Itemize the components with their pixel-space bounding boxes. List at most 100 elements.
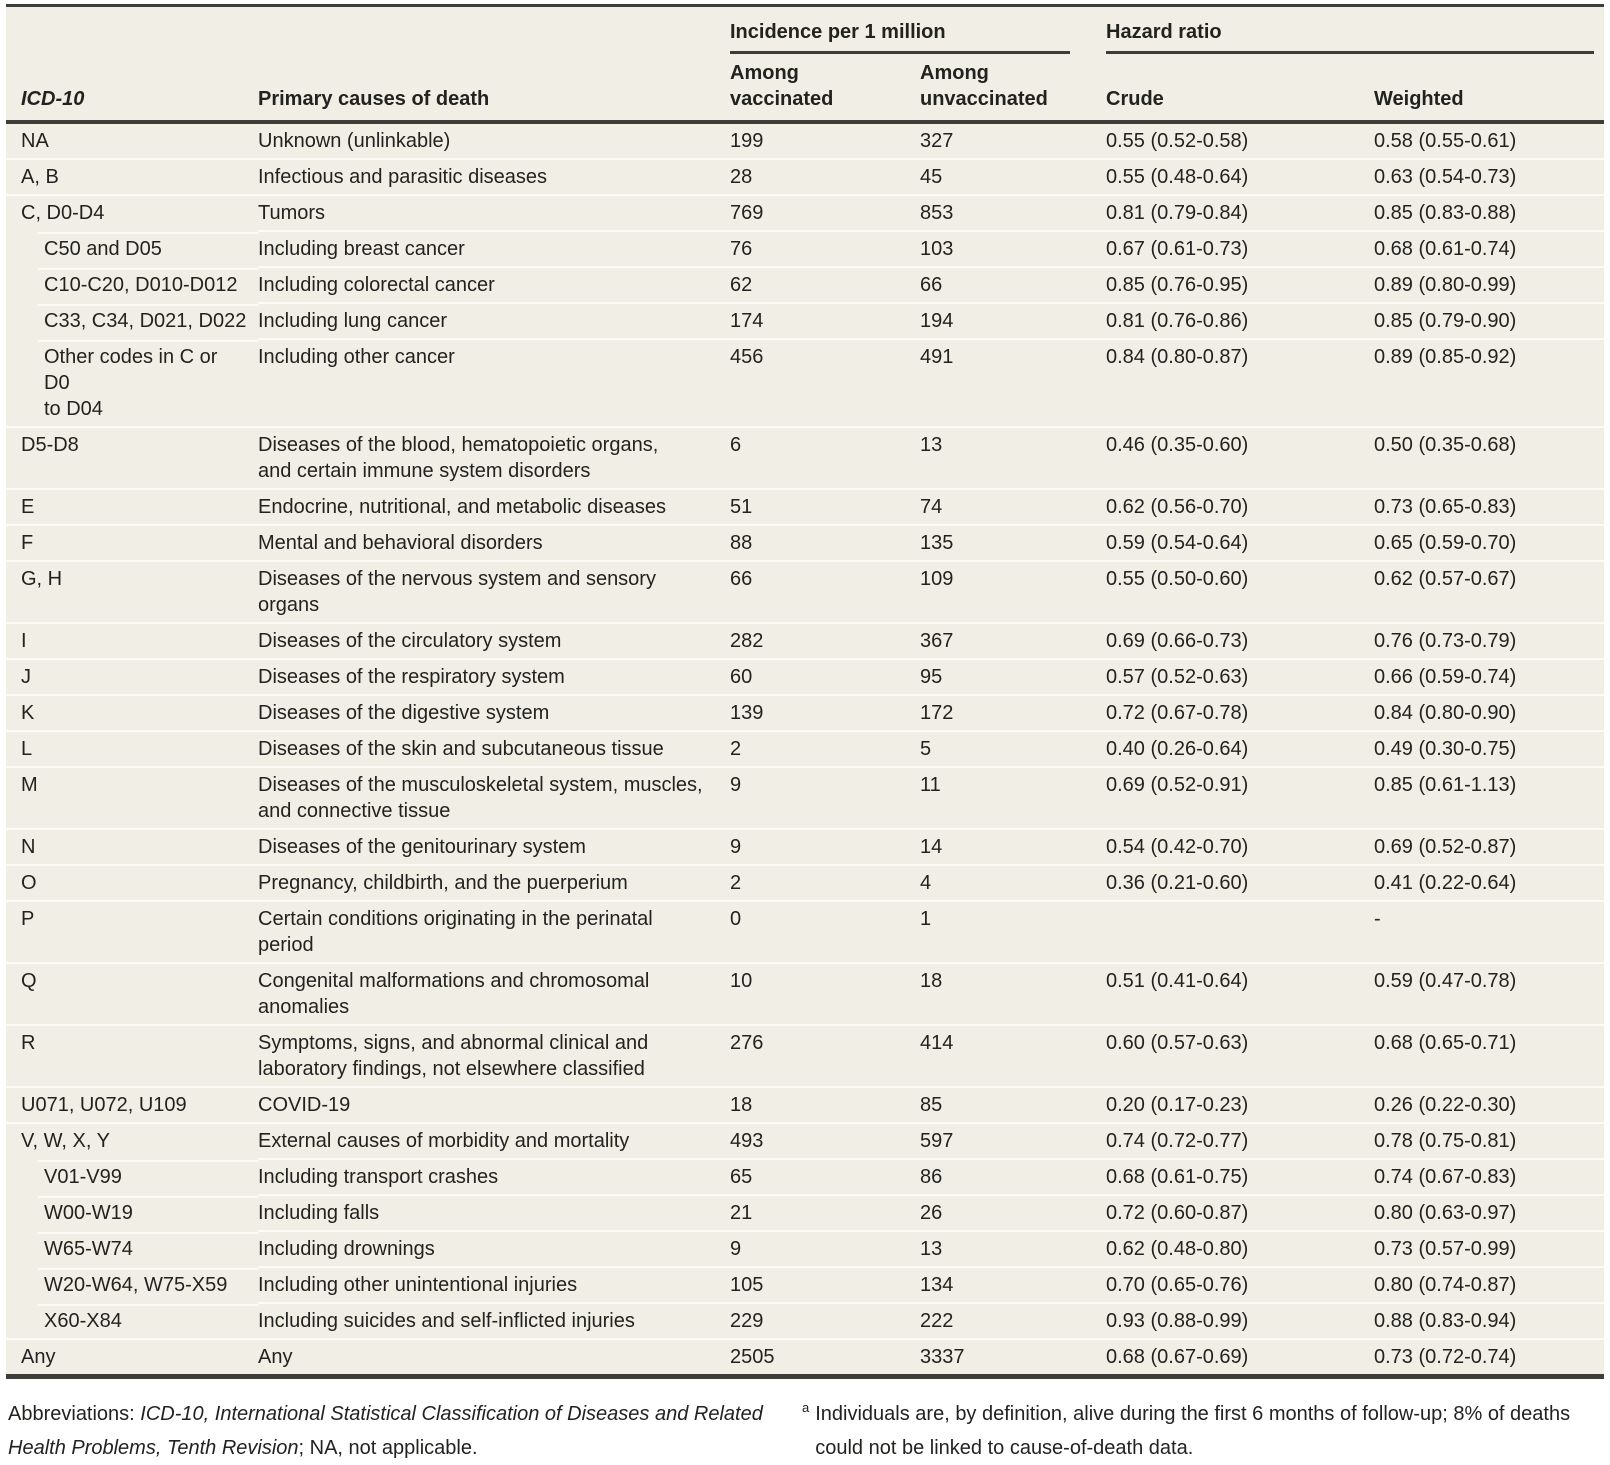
- cause-of-death-cell: Diseases of the musculoskeletal system, …: [258, 766, 730, 829]
- icd-code-cell: C, D0-D4: [6, 194, 258, 231]
- unvaccinated-incidence-cell: 134: [920, 1266, 1106, 1303]
- table-row: X60-X84 Including suicides and self-infl…: [6, 1302, 1604, 1339]
- unvaccinated-incidence-cell: 109: [920, 560, 1106, 623]
- weighted-hazard-ratio-cell: 0.89 (0.85-0.92): [1374, 338, 1604, 427]
- vaccinated-incidence-cell: 276: [730, 1024, 920, 1087]
- weighted-hazard-ratio-cell: 0.76 (0.73-0.79): [1374, 622, 1604, 659]
- table-row: L Diseases of the skin and subcutaneous …: [6, 730, 1604, 767]
- column-header-vaccinated: Among vaccinated: [730, 54, 920, 124]
- table-header: Incidence per 1 million Hazard ratio ICD…: [6, 6, 1604, 124]
- weighted-hazard-ratio-cell: 0.58 (0.55-0.61): [1374, 121, 1604, 159]
- weighted-hazard-ratio-cell: 0.68 (0.61-0.74): [1374, 230, 1604, 267]
- footnote-a-marker: a: [802, 1400, 810, 1415]
- table-row: W00-W19 Including falls 21 26 0.72 (0.60…: [6, 1194, 1604, 1231]
- table-row: C33, C34, D021, D022 Including lung canc…: [6, 302, 1604, 339]
- crude-hazard-ratio-cell: 0.68 (0.61-0.75): [1106, 1158, 1374, 1195]
- vaccinated-incidence-cell: 10: [730, 962, 920, 1025]
- crude-hazard-ratio-cell: 0.20 (0.17-0.23): [1106, 1086, 1374, 1123]
- crude-hazard-ratio-cell: 0.59 (0.54-0.64): [1106, 524, 1374, 561]
- vaccinated-incidence-cell: 493: [730, 1122, 920, 1159]
- icd-code-cell: I: [6, 622, 258, 659]
- icd-code-cell: E: [6, 488, 258, 525]
- icd-code-cell: K: [6, 694, 258, 731]
- cause-of-death-cell: Diseases of the nervous system and senso…: [258, 560, 730, 623]
- unvaccinated-incidence-cell: 45: [920, 158, 1106, 195]
- icd-code-cell: W20-W64, W75-X59: [6, 1267, 258, 1303]
- crude-hazard-ratio-cell: 0.36 (0.21-0.60): [1106, 864, 1374, 901]
- weighted-hazard-ratio-cell: 0.62 (0.57-0.67): [1374, 560, 1604, 623]
- vaccinated-incidence-cell: 105: [730, 1266, 920, 1303]
- vaccinated-incidence-cell: 6: [730, 426, 920, 489]
- icd-code-cell: N: [6, 828, 258, 865]
- cause-of-death-cell: Including colorectal cancer: [258, 266, 730, 303]
- weighted-hazard-ratio-cell: -: [1374, 900, 1604, 963]
- icd-code-cell: C10-C20, D010-D012: [6, 267, 258, 303]
- cause-of-death-cell: Endocrine, nutritional, and metabolic di…: [258, 488, 730, 525]
- weighted-hazard-ratio-cell: 0.85 (0.83-0.88): [1374, 194, 1604, 231]
- cause-of-death-cell: Including lung cancer: [258, 302, 730, 339]
- cause-of-death-cell: Unknown (unlinkable): [258, 121, 730, 159]
- vaccinated-incidence-cell: 9: [730, 828, 920, 865]
- vaccinated-incidence-cell: 88: [730, 524, 920, 561]
- icd-code-cell: X60-X84: [6, 1303, 258, 1339]
- unvaccinated-incidence-cell: 74: [920, 488, 1106, 525]
- crude-hazard-ratio-cell: 0.46 (0.35-0.60): [1106, 426, 1374, 489]
- cause-of-death-cell: Diseases of the digestive system: [258, 694, 730, 731]
- cause-of-death-cell: External causes of morbidity and mortali…: [258, 1122, 730, 1159]
- weighted-hazard-ratio-cell: 0.65 (0.59-0.70): [1374, 524, 1604, 561]
- cause-of-death-cell: Including other unintentional injuries: [258, 1266, 730, 1303]
- table-row: C50 and D05 Including breast cancer 76 1…: [6, 230, 1604, 267]
- group-header-spacer: [6, 6, 730, 55]
- table-row: W65-W74 Including drownings 9 13 0.62 (0…: [6, 1230, 1604, 1267]
- crude-hazard-ratio-cell: 0.68 (0.67-0.69): [1106, 1338, 1374, 1377]
- weighted-hazard-ratio-cell: 0.88 (0.83-0.94): [1374, 1302, 1604, 1339]
- vaccinated-incidence-cell: 76: [730, 230, 920, 267]
- weighted-hazard-ratio-cell: 0.78 (0.75-0.81): [1374, 1122, 1604, 1159]
- unvaccinated-incidence-cell: 26: [920, 1194, 1106, 1231]
- crude-hazard-ratio-cell: 0.72 (0.60-0.87): [1106, 1194, 1374, 1231]
- icd-code-cell: O: [6, 864, 258, 901]
- cause-of-death-cell: COVID-19: [258, 1086, 730, 1123]
- vaccinated-incidence-cell: 28: [730, 158, 920, 195]
- icd-code-cell: D5-D8: [6, 426, 258, 489]
- weighted-hazard-ratio-cell: 0.89 (0.80-0.99): [1374, 266, 1604, 303]
- column-header-crude: Crude: [1106, 54, 1374, 124]
- table-row: A, B Infectious and parasitic diseases 2…: [6, 158, 1604, 195]
- unvaccinated-incidence-cell: 14: [920, 828, 1106, 865]
- vaccinated-incidence-cell: 66: [730, 560, 920, 623]
- vaccinated-incidence-cell: 51: [730, 488, 920, 525]
- crude-hazard-ratio-cell: 0.60 (0.57-0.63): [1106, 1024, 1374, 1087]
- unvaccinated-incidence-cell: 222: [920, 1302, 1106, 1339]
- crude-hazard-ratio-cell: 0.62 (0.56-0.70): [1106, 488, 1374, 525]
- weighted-hazard-ratio-cell: 0.85 (0.61-1.13): [1374, 766, 1604, 829]
- icd-code-cell: U071, U072, U109: [6, 1086, 258, 1123]
- mortality-table: Incidence per 1 million Hazard ratio ICD…: [6, 4, 1604, 1379]
- group-header-hazard: Hazard ratio: [1106, 6, 1604, 54]
- icd-code-cell: A, B: [6, 158, 258, 195]
- cause-of-death-cell: Including breast cancer: [258, 230, 730, 267]
- unvaccinated-incidence-cell: 11: [920, 766, 1106, 829]
- crude-hazard-ratio-cell: 0.55 (0.50-0.60): [1106, 560, 1374, 623]
- cause-of-death-cell: Congenital malformations and chromosomal…: [258, 962, 730, 1025]
- weighted-hazard-ratio-cell: 0.26 (0.22-0.30): [1374, 1086, 1604, 1123]
- vaccinated-incidence-cell: 2505: [730, 1338, 920, 1377]
- footnote-a: a Individuals are, by definition, alive …: [802, 1397, 1602, 1465]
- weighted-hazard-ratio-cell: 0.69 (0.52-0.87): [1374, 828, 1604, 865]
- vaccinated-incidence-cell: 2: [730, 730, 920, 767]
- unvaccinated-incidence-cell: 3337: [920, 1338, 1106, 1377]
- crude-hazard-ratio-cell: 0.51 (0.41-0.64): [1106, 962, 1374, 1025]
- vaccinated-incidence-cell: 769: [730, 194, 920, 231]
- unvaccinated-incidence-cell: 1: [920, 900, 1106, 963]
- vaccinated-incidence-cell: 174: [730, 302, 920, 339]
- cause-of-death-cell: Diseases of the skin and subcutaneous ti…: [258, 730, 730, 767]
- cause-of-death-cell: Diseases of the blood, hematopoietic org…: [258, 426, 730, 489]
- group-header-incidence: Incidence per 1 million: [730, 6, 1106, 54]
- cause-of-death-cell: Tumors: [258, 194, 730, 231]
- unvaccinated-incidence-cell: 367: [920, 622, 1106, 659]
- vaccinated-incidence-cell: 456: [730, 338, 920, 427]
- crude-hazard-ratio-cell: 0.84 (0.80-0.87): [1106, 338, 1374, 427]
- icd-code-cell: V01-V99: [6, 1159, 258, 1195]
- unvaccinated-incidence-cell: 597: [920, 1122, 1106, 1159]
- crude-hazard-ratio-cell: 0.62 (0.48-0.80): [1106, 1230, 1374, 1267]
- icd-code-cell: Other codes in C or D0 to D04: [6, 339, 258, 427]
